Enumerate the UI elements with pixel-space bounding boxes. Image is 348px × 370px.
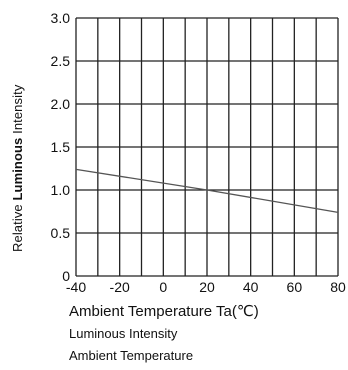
caption-luminous-intensity: Luminous Intensity <box>69 326 178 341</box>
x-tick-label: 60 <box>287 279 303 295</box>
y-tick-label: 2.5 <box>51 53 71 69</box>
x-tick-label: -40 <box>66 279 86 295</box>
x-tick-labels: -40 -20 0 20 40 60 80 <box>66 279 346 295</box>
chart: 0 0.5 1.0 1.5 2.0 2.5 3.0 -40 -20 0 20 40 60 80 <box>51 10 346 295</box>
x-tick-label: 80 <box>330 279 346 295</box>
series-line <box>75 168 339 214</box>
y-tick-label: 0.5 <box>51 225 71 241</box>
x-tick-label: 40 <box>243 279 259 295</box>
series-layer <box>75 168 339 214</box>
y-tick-labels: 0 0.5 1.0 1.5 2.0 2.5 3.0 <box>51 10 71 284</box>
x-tick-label: 20 <box>199 279 215 295</box>
grid <box>75 17 339 277</box>
y-tick-label: 0 <box>62 268 70 284</box>
y-tick-label: 2.0 <box>51 96 71 112</box>
y-axis-label: Relative Luminous Intensity <box>10 84 25 252</box>
y-tick-label: 3.0 <box>51 10 71 26</box>
caption-ambient-temperature: Ambient Temperature <box>69 348 194 363</box>
x-axis-label: Ambient Temperature Ta(℃) <box>69 303 259 320</box>
y-tick-label: 1.5 <box>51 139 71 155</box>
x-tick-label: 0 <box>159 279 167 295</box>
y-tick-label: 1.0 <box>51 182 71 198</box>
x-tick-label: -20 <box>110 279 130 295</box>
